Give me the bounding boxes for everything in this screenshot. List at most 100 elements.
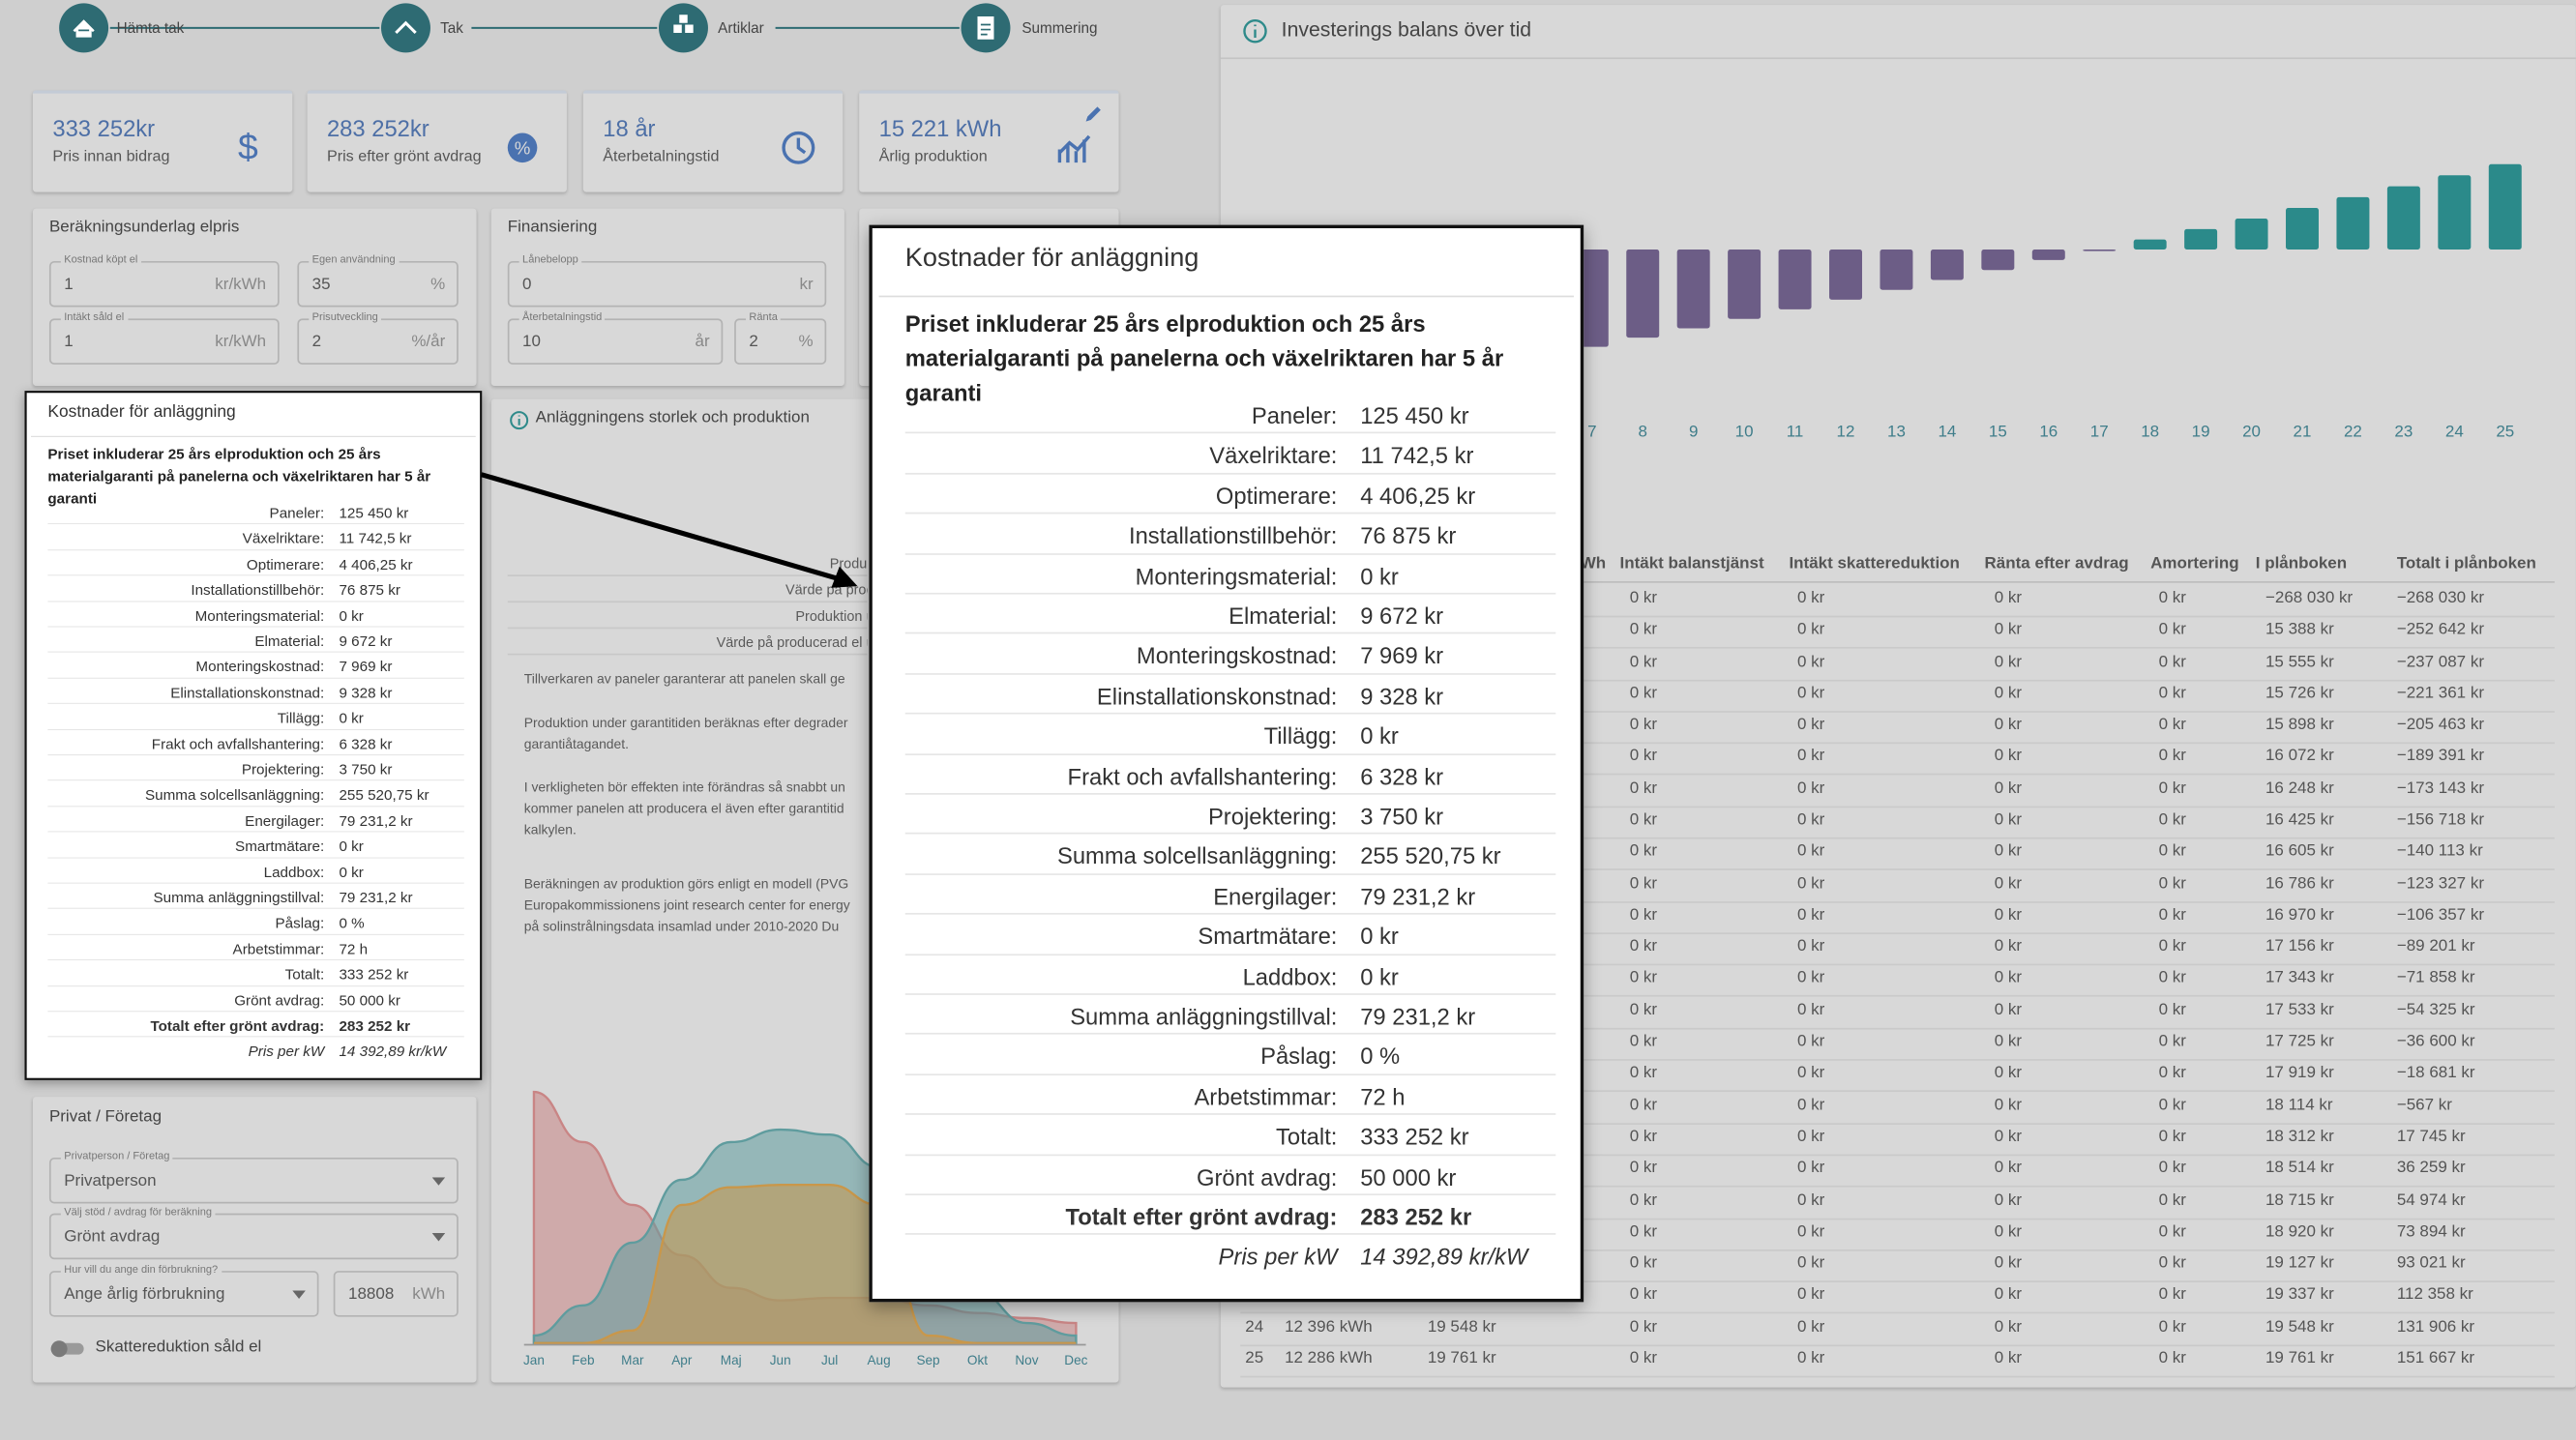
table-cell: 0 kr bbox=[1629, 1286, 1658, 1305]
row-line bbox=[1240, 1186, 2555, 1188]
toggle[interactable] bbox=[49, 1338, 85, 1358]
table-cell: 36 259 kr bbox=[2396, 1160, 2466, 1178]
table-cell: 17 725 kr bbox=[2265, 1032, 2334, 1051]
cost-value: 9 328 kr bbox=[339, 684, 393, 701]
stepper-label: Artiklar bbox=[718, 19, 764, 37]
cost-label: Energilager: bbox=[245, 811, 325, 829]
cost-label: Arbetstimmar: bbox=[1194, 1083, 1338, 1110]
input-field[interactable]: Hur vill du ange din förbrukning? Ange år… bbox=[48, 1264, 319, 1317]
table-cell: 0 kr bbox=[2158, 716, 2186, 735]
input-field[interactable]: Privatperson / Företag Privatperson bbox=[48, 1151, 459, 1204]
table-cell: 0 kr bbox=[1796, 1317, 1825, 1337]
input-field[interactable]: Egen användning 35% bbox=[297, 254, 459, 308]
chart-title: Investerings balans över tid bbox=[1281, 17, 1532, 42]
table-cell: 0 kr bbox=[1994, 1032, 2023, 1051]
production-row-label: Produktion u bbox=[795, 607, 868, 625]
table-cell: 18 312 kr bbox=[2265, 1128, 2334, 1146]
field-value: 35 bbox=[311, 276, 331, 294]
icon-summary bbox=[977, 15, 994, 40]
icon-shape: % bbox=[515, 138, 531, 159]
cost-row: Arbetstimmar: 72 h bbox=[47, 935, 464, 961]
cost-value: 3 750 kr bbox=[339, 760, 393, 778]
x-tick-label: 23 bbox=[2394, 423, 2413, 441]
table-cell: 19 127 kr bbox=[2265, 1254, 2334, 1273]
dropdown-arrow bbox=[431, 1233, 446, 1242]
table-cell: 0 kr bbox=[2158, 1190, 2186, 1210]
table-cell: 93 021 kr bbox=[2396, 1254, 2466, 1273]
cost-row: Installationstillbehör: 76 875 kr bbox=[904, 514, 1556, 555]
divider bbox=[1220, 57, 2576, 60]
table-cell: 0 kr bbox=[1994, 874, 2023, 893]
input-field[interactable]: 18808 kWh bbox=[333, 1271, 459, 1317]
kpi-card: 333 252kr Pris innan bidrag $ bbox=[32, 90, 293, 192]
kpi-icon bbox=[1057, 134, 1091, 163]
cost-value: 4 406,25 kr bbox=[1360, 482, 1476, 509]
table-cell: 0 kr bbox=[1796, 1001, 1825, 1019]
row-line bbox=[1240, 868, 2555, 871]
table-cell: 0 kr bbox=[1994, 621, 2023, 639]
x-tick-label: Jul bbox=[821, 1353, 838, 1367]
cost-value: 50 000 kr bbox=[339, 991, 400, 1009]
cost-value: 9 672 kr bbox=[339, 632, 393, 650]
cost-label: Pris per kW bbox=[1218, 1243, 1338, 1271]
table-cell: 0 kr bbox=[1994, 905, 2023, 925]
field-unit: kr/kWh bbox=[215, 333, 267, 352]
cost-value: 0 kr bbox=[1360, 923, 1399, 950]
x-tick-label: 16 bbox=[2039, 423, 2058, 441]
x-tick-label: 20 bbox=[2242, 423, 2261, 441]
input-field[interactable]: Intäkt såld el 1 kr/kWh bbox=[48, 311, 280, 365]
zoom-arrow bbox=[480, 472, 858, 588]
cost-row: Pris per kW 14 392,89 kr/kW bbox=[905, 1235, 1556, 1275]
input-field[interactable]: Välj stöd / avdrag för beräkning Grönt av… bbox=[48, 1206, 459, 1260]
cost-row: Laddbox: 0 kr bbox=[47, 858, 464, 884]
table-header: Intäkt skattereduktion bbox=[1789, 554, 1960, 573]
production-note: garantiåtagandet. bbox=[523, 737, 629, 752]
kpi-value: 283 252kr bbox=[326, 114, 429, 142]
table-cell: 0 kr bbox=[1994, 1349, 2023, 1368]
cost-value: 6 328 kr bbox=[339, 735, 393, 752]
cost-value: 11 742,5 kr bbox=[339, 529, 412, 547]
table-cell: −173 143 kr bbox=[2396, 779, 2485, 798]
row-line bbox=[507, 601, 868, 603]
table-cell: 16 248 kr bbox=[2265, 779, 2334, 798]
field-value: 2 bbox=[311, 333, 322, 352]
kpi-card: 15 221 kWh Årlig produktion bbox=[859, 90, 1119, 192]
field-unit: år bbox=[695, 333, 710, 352]
input-field[interactable]: Ränta 2% bbox=[734, 311, 827, 365]
cost-row: Summa anläggningstillval: 79 231,2 kr bbox=[47, 884, 464, 910]
table-cell: 16 605 kr bbox=[2265, 842, 2334, 862]
x-tick-label: 14 bbox=[1938, 423, 1956, 441]
cost-popup-large: Kostnader för anläggning Priset inkludera… bbox=[869, 224, 1584, 1303]
panel-title: Privat / Företag bbox=[48, 1108, 163, 1127]
table-cell: 0 kr bbox=[1796, 716, 1825, 735]
bar bbox=[1575, 249, 1609, 347]
row-line bbox=[1240, 1312, 2555, 1314]
cost-value: 0 kr bbox=[339, 606, 364, 624]
x-tick-label: 7 bbox=[1587, 423, 1596, 441]
table-cell: 0 kr bbox=[2158, 1128, 2186, 1146]
step-roof[interactable] bbox=[381, 3, 430, 53]
input-field[interactable]: Lånebelopp 0 kr bbox=[507, 254, 827, 308]
cost-label: Totalt efter grönt avdrag: bbox=[1065, 1203, 1338, 1230]
table-cell: 0 kr bbox=[1629, 842, 1658, 862]
cost-label: Summa solcellsanläggning: bbox=[144, 786, 325, 804]
cost-label: Smartmätare: bbox=[1198, 923, 1338, 950]
bar bbox=[2184, 228, 2218, 250]
step-articles[interactable] bbox=[659, 3, 708, 53]
table-cell: 25 bbox=[1245, 1349, 1264, 1368]
input-field[interactable]: Återbetalningstid 10 år bbox=[507, 311, 724, 365]
x-tick-label: Feb bbox=[572, 1353, 594, 1367]
cost-label: Elmaterial: bbox=[254, 632, 325, 650]
x-tick-label: 17 bbox=[2090, 423, 2109, 441]
cost-row: Projektering: 3 750 kr bbox=[904, 795, 1556, 836]
cost-label: Monteringsmaterial: bbox=[194, 606, 325, 624]
input-field[interactable]: Kostnad köpt el 1 kr/kWh bbox=[48, 254, 280, 308]
input-field[interactable]: Prisutveckling 2 %/år bbox=[297, 311, 459, 365]
table-cell: 12 396 kWh bbox=[1285, 1317, 1373, 1337]
edit-icon bbox=[1085, 106, 1101, 122]
table-cell: 0 kr bbox=[2158, 589, 2186, 608]
row-line bbox=[1240, 995, 2555, 998]
cost-label: Pris per kW bbox=[248, 1043, 325, 1060]
cost-row: Paneler: 125 450 kr bbox=[47, 499, 464, 525]
cost-row: Monteringsmaterial: 0 kr bbox=[47, 602, 464, 628]
